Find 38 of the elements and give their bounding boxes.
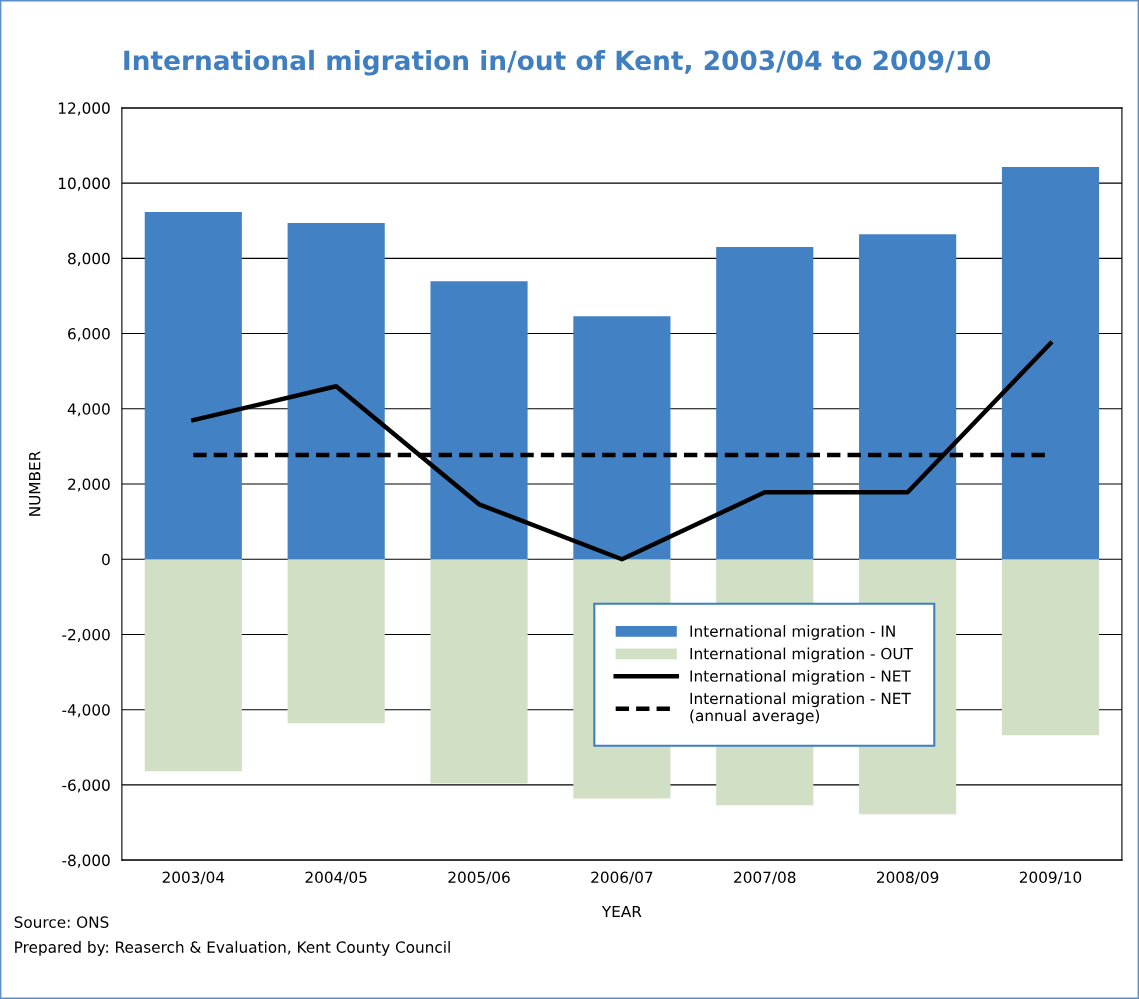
x-tick-label: 2009/10 [1019, 871, 1082, 885]
y-tick-label: 0 [102, 553, 110, 566]
y-tick-label: -8,000 [62, 854, 110, 868]
bar [1001, 166, 1100, 560]
y-tick-label: 10,000 [58, 177, 110, 191]
x-tick-label: 2003/04 [162, 871, 225, 885]
bar [859, 234, 957, 560]
chart-title: International migration in/out of Kent, 2003/04 to 2009/10 [124, 49, 991, 76]
legend-label: International migration - NET (annual average) [690, 692, 911, 725]
y-tick-label: -4,000 [62, 704, 110, 718]
bar [430, 281, 528, 560]
text: Prepared by: Reaserch & Evaluation, Kent County Council [15, 941, 450, 956]
bar [144, 212, 242, 560]
source-note: Source: ONS [14, 916, 109, 928]
y-axis-title: NUMBER [29, 451, 41, 516]
y-tick-label: 8,000 [68, 252, 110, 266]
y-tick-label: 6,000 [68, 328, 110, 342]
x-tick-label: 2007/08 [734, 871, 796, 885]
bar [573, 316, 671, 560]
x-tick-label: 2008/09 [877, 871, 939, 885]
bar [287, 222, 385, 560]
legend-label: International migration - IN [690, 625, 895, 640]
legend-label: International migration - NET [690, 669, 911, 685]
y-tick-label: 12,000 [58, 102, 110, 116]
bar [144, 559, 242, 772]
x-tick-label: 2005/06 [448, 871, 510, 885]
x-tick-label: 2006/07 [591, 871, 653, 885]
bar [430, 559, 528, 784]
bar [1001, 559, 1100, 736]
legend-label: International migration - OUT [690, 647, 913, 663]
y-tick-label: -2,000 [62, 628, 110, 643]
y-tick-label: 2,000 [68, 478, 110, 492]
bar [287, 559, 385, 724]
bar [716, 247, 814, 560]
x-tick-label: 2004/05 [305, 871, 367, 885]
x-axis-title: YEAR [601, 905, 642, 918]
y-tick-label: -6,000 [62, 779, 110, 793]
y-tick-label: 4,000 [67, 403, 110, 417]
